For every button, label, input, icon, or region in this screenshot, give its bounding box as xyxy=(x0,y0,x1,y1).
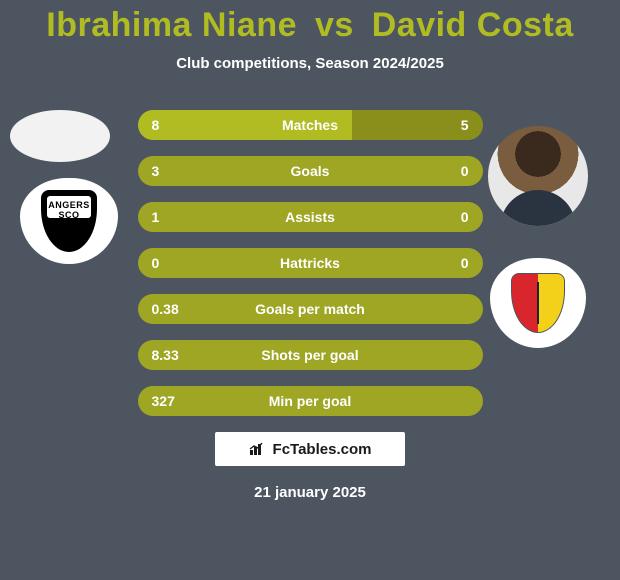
stat-left-value: 8 xyxy=(152,117,192,133)
player1-club-text: ANGERSSCO xyxy=(41,200,97,220)
stat-left-value: 1 xyxy=(152,209,192,225)
stat-row: 3Goals0 xyxy=(138,156,483,186)
stat-right-value: 0 xyxy=(429,209,469,225)
stat-right-value: 0 xyxy=(429,163,469,179)
stat-row: 8.33Shots per goal xyxy=(138,340,483,370)
player1-club-logo: ANGERSSCO xyxy=(20,178,118,264)
date-text: 21 january 2025 xyxy=(0,484,620,501)
page-title: Ibrahima Niane vs David Costa xyxy=(0,0,620,45)
stat-left-value: 3 xyxy=(152,163,192,179)
comparison-card: Ibrahima Niane vs David Costa Club compe… xyxy=(0,0,620,580)
stat-row: 8Matches5 xyxy=(138,110,483,140)
watermark-text: FcTables.com xyxy=(273,441,372,458)
stat-left-value: 8.33 xyxy=(152,347,192,363)
player2-club-logo xyxy=(490,258,586,348)
stat-left-value: 327 xyxy=(152,393,192,409)
stat-left-value: 0 xyxy=(152,255,192,271)
stat-row: 0.38Goals per match xyxy=(138,294,483,324)
stat-left-value: 0.38 xyxy=(152,301,192,317)
stats-list: 8Matches5 3Goals0 1Assists0 0Hattricks0 0.38… xyxy=(138,110,483,416)
player1-name: Ibrahima Niane xyxy=(46,6,297,44)
subtitle: Club competitions, Season 2024/2025 xyxy=(0,55,620,72)
vs-text: vs xyxy=(307,6,362,44)
site-watermark: FcTables.com xyxy=(215,432,405,466)
stat-row: 0Hattricks0 xyxy=(138,248,483,278)
chart-icon xyxy=(249,442,267,456)
player2-avatar xyxy=(488,126,588,226)
stat-row: 327Min per goal xyxy=(138,386,483,416)
stat-right-value: 0 xyxy=(429,255,469,271)
stat-row: 1Assists0 xyxy=(138,202,483,232)
player2-name: David Costa xyxy=(372,6,574,44)
player1-avatar xyxy=(10,110,110,162)
stat-right-value: 5 xyxy=(429,117,469,133)
